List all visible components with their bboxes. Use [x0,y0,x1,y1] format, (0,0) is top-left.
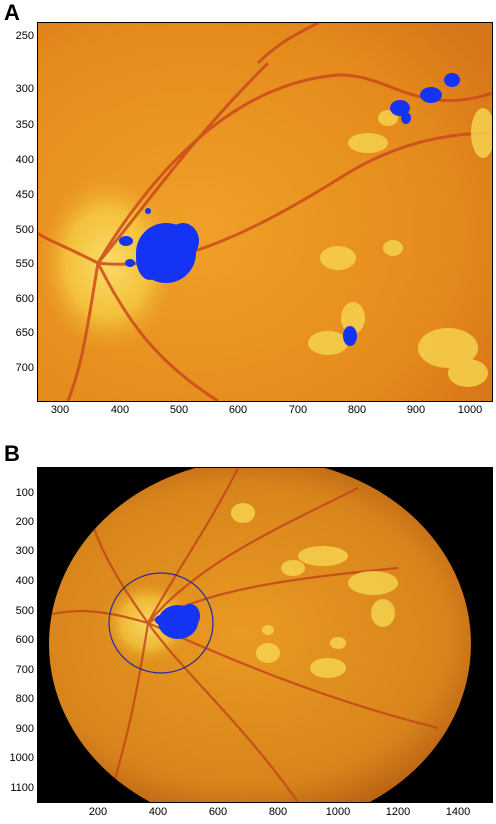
x-tick-label: 200 [88,806,108,818]
x-tick-label: 400 [110,404,130,416]
y-tick-label: 450 [15,189,34,201]
y-tick-label: 700 [15,362,34,374]
y-tick-label: 650 [15,327,34,339]
y-tick-label: 600 [15,634,34,646]
panel-label-b: B [4,441,20,466]
x-tick-label: 900 [406,404,426,416]
x-tick-label: 400 [148,806,168,818]
fundus-image-b [37,467,493,803]
x-tick-label: 1000 [325,806,351,818]
x-tick-label: 300 [50,404,70,416]
x-tick-label: 700 [288,404,308,416]
fundus-image-b-canvas [38,468,492,802]
y-tick-label: 700 [15,664,34,676]
segmentation-mask-a [119,73,460,346]
exudates-b [231,503,398,678]
y-tick-label: 400 [15,154,34,166]
y-tick-label: 1100 [10,782,34,794]
panel-label-a: A [4,0,20,25]
x-tick-label: 1000 [457,404,483,416]
y-tick-label: 300 [15,83,34,95]
y-tick-label: 500 [15,224,34,236]
y-tick-label: 1000 [9,752,34,764]
y-tick-label: 300 [15,545,34,557]
optic-disc-circle [108,572,214,674]
x-tick-label: 600 [228,404,248,416]
x-tick-label: 600 [208,806,228,818]
x-tick-label: 1400 [445,806,471,818]
y-tick-label: 200 [15,516,34,528]
fundus-image-a [37,22,493,402]
y-tick-label: 900 [15,723,34,735]
y-tick-label: 400 [15,575,34,587]
segmentation-mask-b [155,604,200,639]
exudates-a [308,108,492,387]
y-tick-label: 600 [15,293,34,305]
y-tick-label: 350 [15,119,34,131]
x-tick-label: 500 [169,404,189,416]
y-tick-label: 500 [15,605,34,617]
y-tick-label: 250 [15,30,34,42]
y-tick-label: 550 [15,258,34,270]
y-tick-label: 100 [15,487,34,499]
x-tick-label: 1200 [385,806,411,818]
x-tick-label: 800 [347,404,367,416]
fundus-image-a-canvas [38,23,492,401]
y-tick-label: 800 [15,693,34,705]
x-tick-label: 800 [268,806,288,818]
